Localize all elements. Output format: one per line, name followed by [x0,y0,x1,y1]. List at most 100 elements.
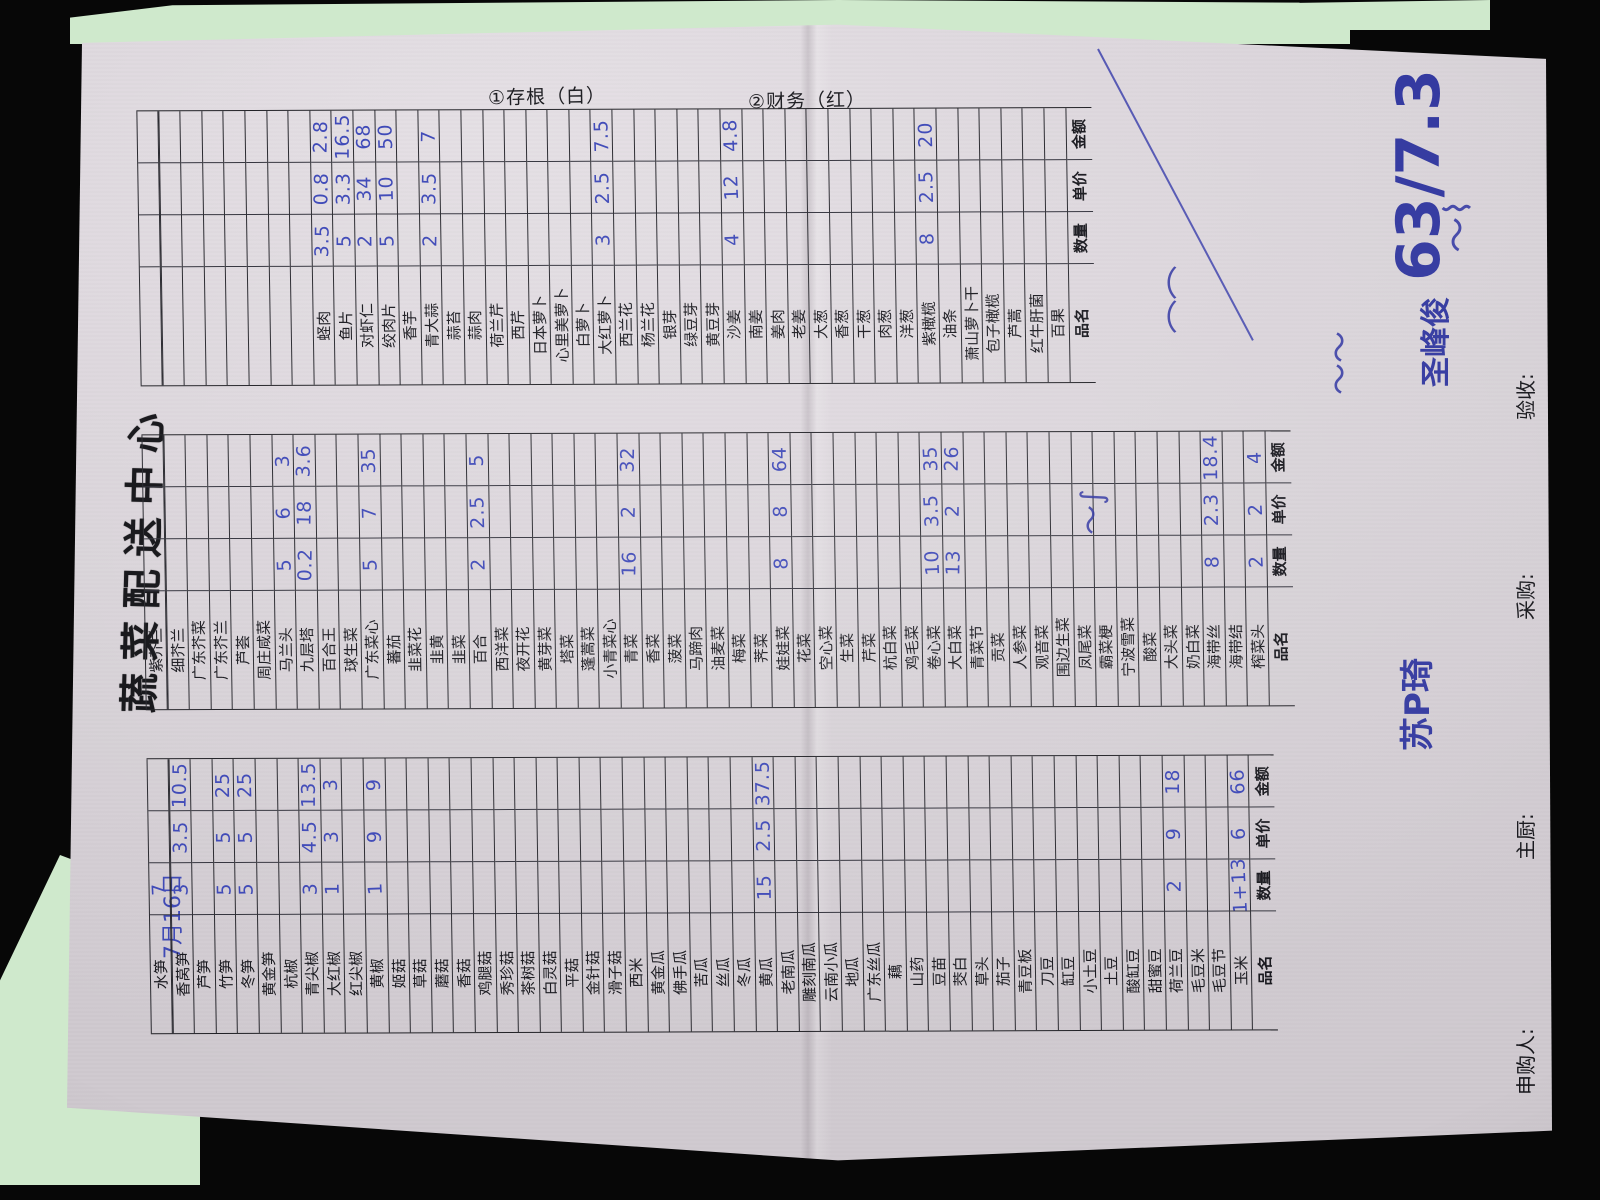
cell-amount[interactable] [379,434,402,487]
cell-name[interactable]: 藕 [884,913,906,1031]
cell-name[interactable] [269,267,291,385]
cell-qty[interactable] [527,213,550,267]
cell-qty[interactable] [203,215,226,268]
cell-price[interactable] [850,160,873,213]
cell-name[interactable]: 竹笋 [215,915,237,1033]
table-row[interactable]: 蘑菇 [427,758,454,1033]
cell-qty[interactable] [138,215,160,268]
cell-name[interactable]: 荠菜 [750,589,772,707]
cell-amount[interactable] [795,756,817,810]
cell-price[interactable] [882,808,904,861]
cell-name[interactable]: 花菜 [793,589,815,707]
cell-price[interactable] [440,162,462,215]
cell-name[interactable]: 黄瓜 [755,913,777,1031]
cell-amount[interactable] [245,110,267,163]
cell-price[interactable] [1115,483,1137,536]
cell-qty[interactable] [878,536,900,589]
cell-price[interactable] [899,484,921,537]
cell-amount[interactable] [423,434,445,487]
cell-price[interactable]: 9 [1163,807,1185,860]
cell-name[interactable] [161,267,183,385]
cell-name[interactable]: 鱼片 [334,267,356,385]
table-row[interactable]: 红尖椒 [340,758,367,1033]
cell-amount[interactable]: 4 [1243,431,1266,484]
cell-qty[interactable] [403,538,425,591]
cell-name[interactable]: 黄豆芽 [701,265,723,383]
cell-name[interactable]: 老姜 [788,265,810,383]
table-row[interactable]: 姜肉 [762,109,789,384]
cell-qty[interactable]: 3 [592,213,614,266]
cell-qty[interactable] [732,861,754,914]
cell-name[interactable]: 蒜苔 [442,266,464,384]
table-row[interactable]: 酸菜 [1134,431,1161,706]
cell-name[interactable]: 大头菜 [1160,588,1182,706]
cell-price[interactable] [807,160,830,214]
cell-price[interactable]: 3.3 [332,162,354,215]
cell-price[interactable] [656,161,678,214]
cell-qty[interactable] [192,863,214,916]
cell-price[interactable] [1076,807,1099,861]
cell-amount[interactable] [1011,756,1033,809]
cell-price[interactable] [445,486,468,539]
cell-name[interactable]: 玉米 [1230,911,1252,1029]
table-row[interactable]: 空心菜 [810,432,837,707]
cell-price[interactable] [1012,808,1034,861]
cell-name[interactable]: 马兰头 [274,591,296,709]
cell-qty[interactable] [791,536,814,590]
cell-qty[interactable] [705,537,727,590]
cell-price[interactable]: 8 [769,485,791,538]
cell-amount[interactable]: 18.4 [1200,431,1223,484]
cell-name[interactable]: 海带丝 [1203,588,1225,706]
cell-name[interactable]: 广东菜心 [361,590,383,708]
cell-qty[interactable] [484,214,506,267]
cell-amount[interactable] [677,109,699,162]
cell-qty[interactable] [1007,536,1030,589]
cell-amount[interactable]: 3 [320,758,342,811]
cell-price[interactable] [834,484,856,537]
cell-name[interactable]: 人参菜 [1009,588,1031,706]
cell-amount[interactable] [401,434,423,487]
table-row[interactable]: 7 3.5 2 青大蒜 [417,110,443,385]
cell-name[interactable]: 香芋 [399,266,421,384]
table-row[interactable]: 凤尾菜 [1070,432,1096,707]
cell-price[interactable] [1158,483,1180,536]
cell-amount[interactable] [682,433,704,486]
cell-qty[interactable]: 5 [360,538,382,591]
cell-amount[interactable] [730,757,753,810]
cell-qty[interactable] [1207,859,1229,912]
cell-name[interactable]: 酸缸豆 [1122,912,1144,1030]
cell-amount[interactable]: 10.5 [169,759,191,812]
cell-qty[interactable] [230,538,252,592]
cell-amount[interactable] [461,110,483,163]
table-row[interactable]: 鸡毛菜 [897,432,924,707]
cell-price[interactable] [342,810,365,863]
cell-qty[interactable] [570,213,593,266]
cell-qty[interactable]: 5 [273,538,296,591]
table-row[interactable]: 缸豆 [1053,756,1080,1031]
cell-price[interactable] [1093,483,1115,537]
cell-qty[interactable] [775,861,797,914]
cell-qty[interactable]: 2 [354,214,377,267]
cell-qty[interactable] [991,860,1013,913]
cell-qty[interactable] [614,213,636,266]
table-row[interactable] [136,111,163,386]
cell-name[interactable]: 草头 [971,912,993,1030]
table-row[interactable]: 霸菜梗 [1091,431,1118,706]
cell-amount[interactable]: 32 [617,433,639,486]
table-row[interactable]: 青豆板 [1010,756,1037,1031]
cell-name[interactable]: 蛏肉 [313,267,335,385]
cell-amount[interactable] [202,111,224,164]
cell-qty[interactable] [506,214,528,267]
table-row[interactable]: 芦蒿 [1000,108,1027,383]
cell-name[interactable]: 黄椒 [366,914,388,1032]
cell-name[interactable]: 日本萝卜 [529,266,551,384]
table-row[interactable]: 梅菜 [724,433,751,708]
cell-qty[interactable] [797,860,819,914]
cell-name[interactable]: 蘑菇 [431,914,453,1032]
cell-name[interactable]: 广东芥兰 [210,591,232,709]
table-row[interactable]: 小土豆 [1075,755,1102,1031]
cell-amount[interactable] [1027,432,1050,485]
cell-amount[interactable] [147,759,168,812]
cell-amount[interactable] [471,758,493,811]
cell-name[interactable]: 茶树菇 [517,914,539,1032]
